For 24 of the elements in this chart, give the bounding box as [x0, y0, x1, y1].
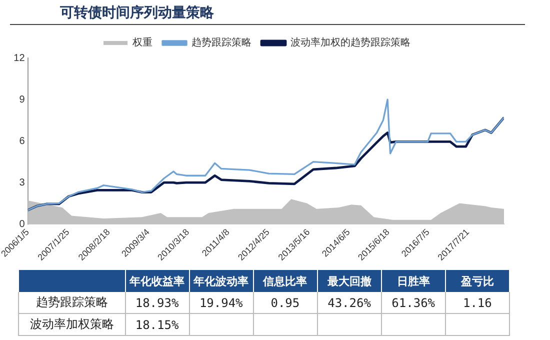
- category-label: 年化波动率: [189, 270, 254, 292]
- category-label: 信息比率: [253, 270, 318, 292]
- text: 43.26%: [328, 296, 371, 310]
- category-label: 年化收益率: [125, 270, 190, 292]
- category-label: 最大回撤: [317, 270, 382, 292]
- y-tick-label: 6: [19, 136, 26, 147]
- y-tick-label: 9: [19, 94, 26, 106]
- y-tick-label: 3: [19, 177, 26, 188]
- y-tick-label: 12: [14, 52, 26, 64]
- legend-label: 趋势跟踪策略: [192, 36, 252, 49]
- text: 0.95: [270, 296, 300, 310]
- text: 61.36%: [392, 296, 436, 310]
- legend-label: 权重: [132, 36, 152, 49]
- category-label: 波动率加权策略: [30, 317, 114, 331]
- category-label: 日胜率: [381, 270, 446, 292]
- chart-title: 可转债时间序列动量策略: [60, 4, 214, 22]
- category-label: 盈亏比: [445, 270, 510, 292]
- text: 18.15%: [135, 318, 179, 332]
- legend-label: 波动率加权的趋势跟踪策略: [290, 36, 410, 49]
- category-label: 趋势跟踪策略: [36, 295, 108, 309]
- text: 18.93%: [135, 296, 179, 310]
- text: 19.94%: [199, 296, 243, 310]
- y-tick-label: 0: [19, 218, 26, 230]
- text: 1.16: [462, 296, 492, 310]
